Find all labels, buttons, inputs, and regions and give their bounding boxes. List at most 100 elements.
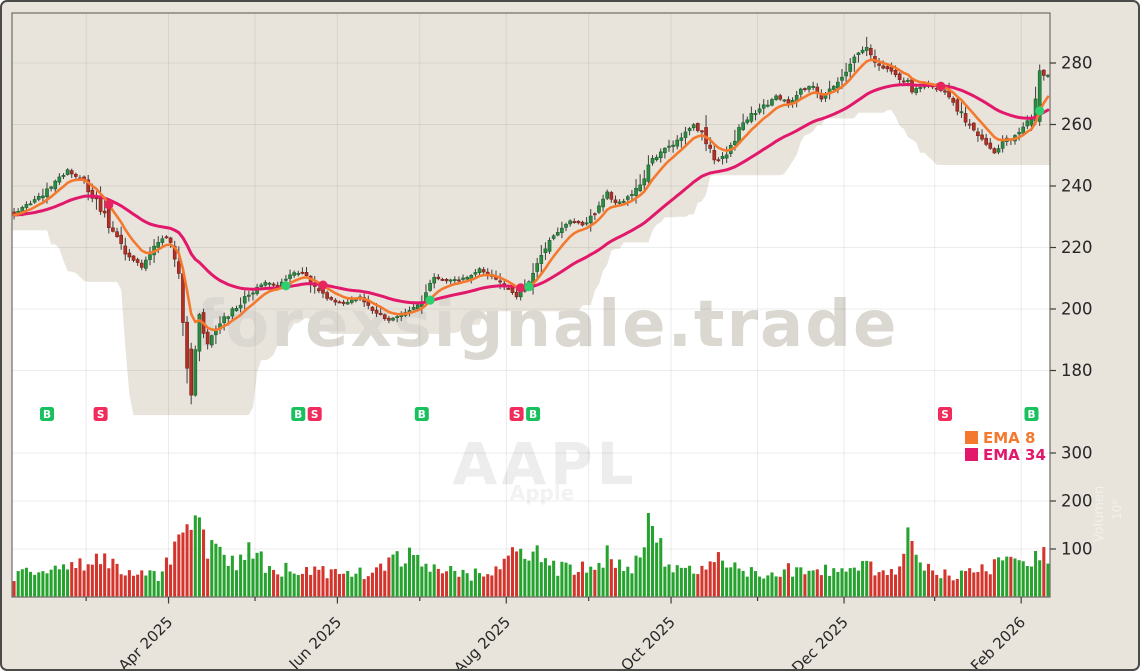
candle: [341, 301, 346, 304]
volume-bar: [321, 566, 325, 597]
sell-signal-marker: S: [509, 407, 524, 421]
candle: [757, 108, 762, 113]
candle: [1029, 119, 1034, 126]
candle: [247, 294, 251, 297]
volume-bar: [329, 569, 333, 597]
candle: [168, 237, 173, 243]
volume-bar: [206, 558, 210, 597]
volume-bar: [753, 571, 758, 597]
volume-bar: [41, 571, 45, 597]
candle: [766, 104, 770, 107]
volume-bar: [758, 576, 762, 597]
candle: [691, 124, 696, 129]
volume-bar: [1001, 560, 1005, 597]
candle: [382, 314, 387, 319]
candle: [300, 271, 305, 274]
volume-bar: [333, 568, 337, 597]
volume-bar: [642, 547, 646, 597]
volume-bar: [119, 574, 123, 597]
volume-bar: [819, 575, 823, 597]
volume-bar: [337, 573, 341, 597]
candle: [836, 81, 840, 89]
volume-bar: [597, 562, 601, 597]
candle: [959, 111, 964, 114]
volume-bar: [280, 576, 284, 597]
candle: [24, 204, 29, 208]
candle: [345, 302, 350, 305]
volume-bar: [181, 532, 185, 597]
candle: [601, 198, 605, 208]
candle: [906, 79, 910, 82]
volume-bar: [898, 566, 902, 597]
candle: [663, 147, 667, 154]
volume-bar: [968, 568, 972, 597]
volume-bar: [152, 571, 156, 597]
volume-bar: [210, 540, 214, 597]
buy-signal-marker: B: [526, 407, 541, 421]
volume-bar: [193, 515, 197, 597]
volume-bar: [601, 567, 605, 597]
volume-bar: [309, 574, 313, 597]
svg-text:S: S: [311, 409, 319, 421]
volume-bar: [931, 570, 935, 597]
volume-bar: [127, 570, 131, 597]
candle: [712, 150, 717, 161]
volume-bar: [45, 573, 49, 597]
volume-bar: [832, 568, 836, 597]
volume-bar: [304, 567, 309, 597]
volume-bar: [568, 564, 572, 597]
candle: [667, 145, 671, 148]
volume-bar: [49, 569, 53, 597]
candle: [498, 280, 502, 283]
volume-bar: [214, 543, 218, 597]
volume-bar: [111, 558, 115, 597]
plot-background-layer: [12, 13, 1050, 597]
price-volume-layer: [12, 36, 1050, 597]
volume-bar: [78, 558, 82, 597]
volume-bar: [399, 566, 403, 597]
volume-bar: [1046, 563, 1050, 597]
volume-bar: [609, 559, 613, 597]
volume-bar: [276, 574, 280, 597]
volume-bar: [370, 572, 374, 597]
candle: [951, 98, 956, 103]
candle: [803, 88, 807, 91]
candle: [53, 180, 58, 190]
candle: [61, 175, 66, 177]
crossover-sell-dot: [318, 280, 328, 290]
volume-bar: [836, 571, 840, 597]
crossover-buy-dot: [1035, 106, 1045, 116]
volume-bar: [527, 560, 531, 597]
volume-bar: [1034, 550, 1038, 597]
candle: [349, 299, 354, 303]
candle: [226, 316, 231, 319]
volume-bar: [123, 575, 127, 597]
buy-signal-marker: B: [40, 407, 54, 421]
volume-bar: [189, 529, 193, 597]
candle: [807, 86, 811, 90]
volume-bar: [375, 567, 379, 597]
crossover-buy-dot: [281, 281, 291, 291]
candle: [144, 259, 148, 269]
volume-bar: [53, 565, 57, 597]
candle: [106, 208, 111, 228]
candle: [325, 292, 329, 299]
candle: [415, 304, 420, 310]
volume-bar: [86, 564, 90, 597]
volume-bar: [745, 576, 749, 597]
volume-bar: [766, 575, 770, 597]
volume-bar: [115, 563, 119, 597]
candle: [720, 155, 725, 159]
candle: [135, 259, 140, 263]
volume-bar: [317, 569, 321, 597]
candle: [465, 277, 469, 280]
gridline-layer: [12, 13, 1050, 597]
candle: [848, 63, 853, 72]
candle: [811, 85, 815, 88]
candle: [514, 291, 519, 298]
volume-bar: [362, 579, 366, 597]
candle: [461, 277, 465, 280]
candle: [1046, 74, 1050, 77]
candle: [164, 236, 169, 239]
date-axis-tick-label: Apr 2025: [115, 613, 176, 671]
